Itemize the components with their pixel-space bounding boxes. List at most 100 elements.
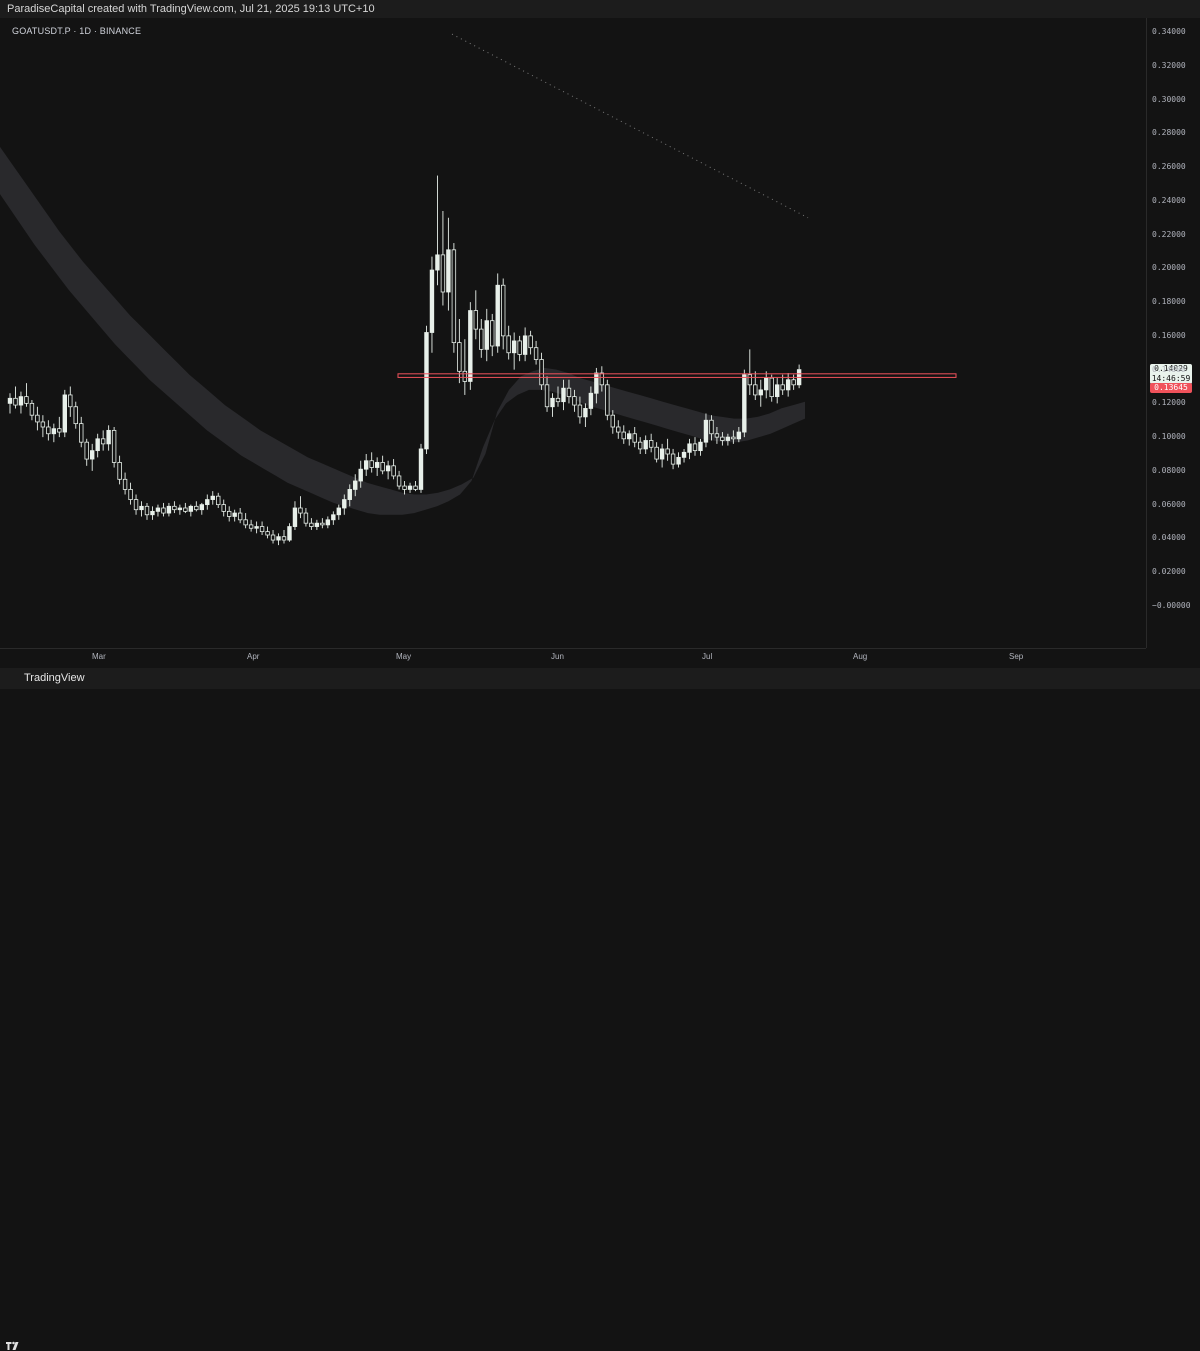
candle <box>764 371 769 399</box>
candle-body <box>654 446 659 460</box>
candle <box>199 502 204 515</box>
candle <box>555 386 561 407</box>
candle-body <box>380 462 385 472</box>
candle-body <box>632 433 637 443</box>
candle <box>18 391 24 414</box>
candle-body <box>736 431 742 440</box>
candle-body <box>221 504 226 512</box>
candle-body <box>194 505 199 511</box>
candle <box>205 494 210 510</box>
candle <box>413 481 418 492</box>
bar-countdown: 14:46:59 <box>1151 374 1191 383</box>
candle-body <box>692 443 698 452</box>
candle-body <box>336 507 341 516</box>
candle <box>79 416 84 448</box>
candle-body <box>698 441 703 452</box>
candle <box>342 494 347 515</box>
candle-body <box>714 433 720 438</box>
time-tick-label: Apr <box>247 652 260 661</box>
candle <box>265 526 270 539</box>
candle <box>429 256 435 353</box>
candle-body <box>605 384 610 416</box>
candle <box>621 425 626 444</box>
candle <box>46 420 51 441</box>
candle <box>725 433 731 446</box>
candle <box>320 518 325 529</box>
candle-body <box>418 448 424 490</box>
price-tick-label: 0.30000 <box>1152 94 1186 104</box>
candle-body <box>594 372 599 394</box>
candle <box>638 437 643 454</box>
candle <box>670 448 676 470</box>
candle <box>544 376 550 412</box>
candle-body <box>226 510 232 517</box>
candlestick-chart[interactable] <box>0 0 1200 689</box>
candle-body <box>780 384 785 391</box>
level-price-tag: 0.13645 <box>1150 383 1192 393</box>
candle <box>100 430 106 451</box>
candle <box>331 511 336 525</box>
candle <box>550 393 555 417</box>
candle <box>57 416 62 438</box>
candle-body <box>117 462 122 480</box>
candle <box>479 319 484 358</box>
candle <box>270 529 276 544</box>
price-tick-label: 0.20000 <box>1152 263 1186 273</box>
candle <box>473 290 478 340</box>
candle-body <box>764 377 769 391</box>
chart-pane[interactable] <box>0 18 1146 648</box>
candle-body <box>18 396 24 406</box>
candle <box>40 415 46 438</box>
candle <box>632 427 637 448</box>
price-axis[interactable] <box>1146 18 1200 648</box>
candle <box>281 529 287 544</box>
candle <box>572 389 577 412</box>
attribution-bar: ParadiseCapital created with TradingView… <box>0 0 1200 18</box>
candle <box>440 211 446 306</box>
candle <box>139 501 144 517</box>
candle <box>506 325 511 360</box>
candle-body <box>331 514 336 521</box>
candle-body <box>155 507 161 512</box>
candle-body <box>325 519 331 526</box>
candle-body <box>347 489 352 500</box>
candle <box>736 427 742 443</box>
candle-body <box>468 310 473 382</box>
candle-body <box>747 374 752 386</box>
candle <box>462 339 468 395</box>
candle <box>528 330 533 355</box>
candle <box>369 452 374 473</box>
candle-body <box>769 377 774 398</box>
time-axis[interactable] <box>0 648 1146 669</box>
candle <box>517 335 522 362</box>
candle-body <box>539 359 544 386</box>
candle <box>183 502 188 514</box>
candle <box>610 410 615 434</box>
candle <box>336 504 341 520</box>
candle <box>35 406 40 431</box>
candle-body <box>709 419 714 435</box>
candle-body <box>106 429 111 445</box>
candle <box>583 403 588 427</box>
candle-body <box>753 384 758 396</box>
candle <box>325 516 331 529</box>
candle-body <box>188 505 194 512</box>
candle-body <box>309 522 314 527</box>
candle-body <box>687 443 692 453</box>
candle-body <box>199 504 204 511</box>
ma-band <box>0 146 805 515</box>
candle <box>358 460 363 488</box>
candle <box>676 452 681 468</box>
candle <box>396 470 402 490</box>
candle <box>90 443 95 471</box>
candle <box>243 513 248 529</box>
candle <box>643 435 648 454</box>
candle-body <box>731 436 736 440</box>
price-tick-label: 0.06000 <box>1152 499 1186 509</box>
candle <box>155 504 161 517</box>
candle-body <box>572 396 577 406</box>
price-tick-label: 0.18000 <box>1152 297 1186 307</box>
candle <box>188 504 194 517</box>
candle-body <box>24 396 29 404</box>
candle-body <box>621 431 626 440</box>
